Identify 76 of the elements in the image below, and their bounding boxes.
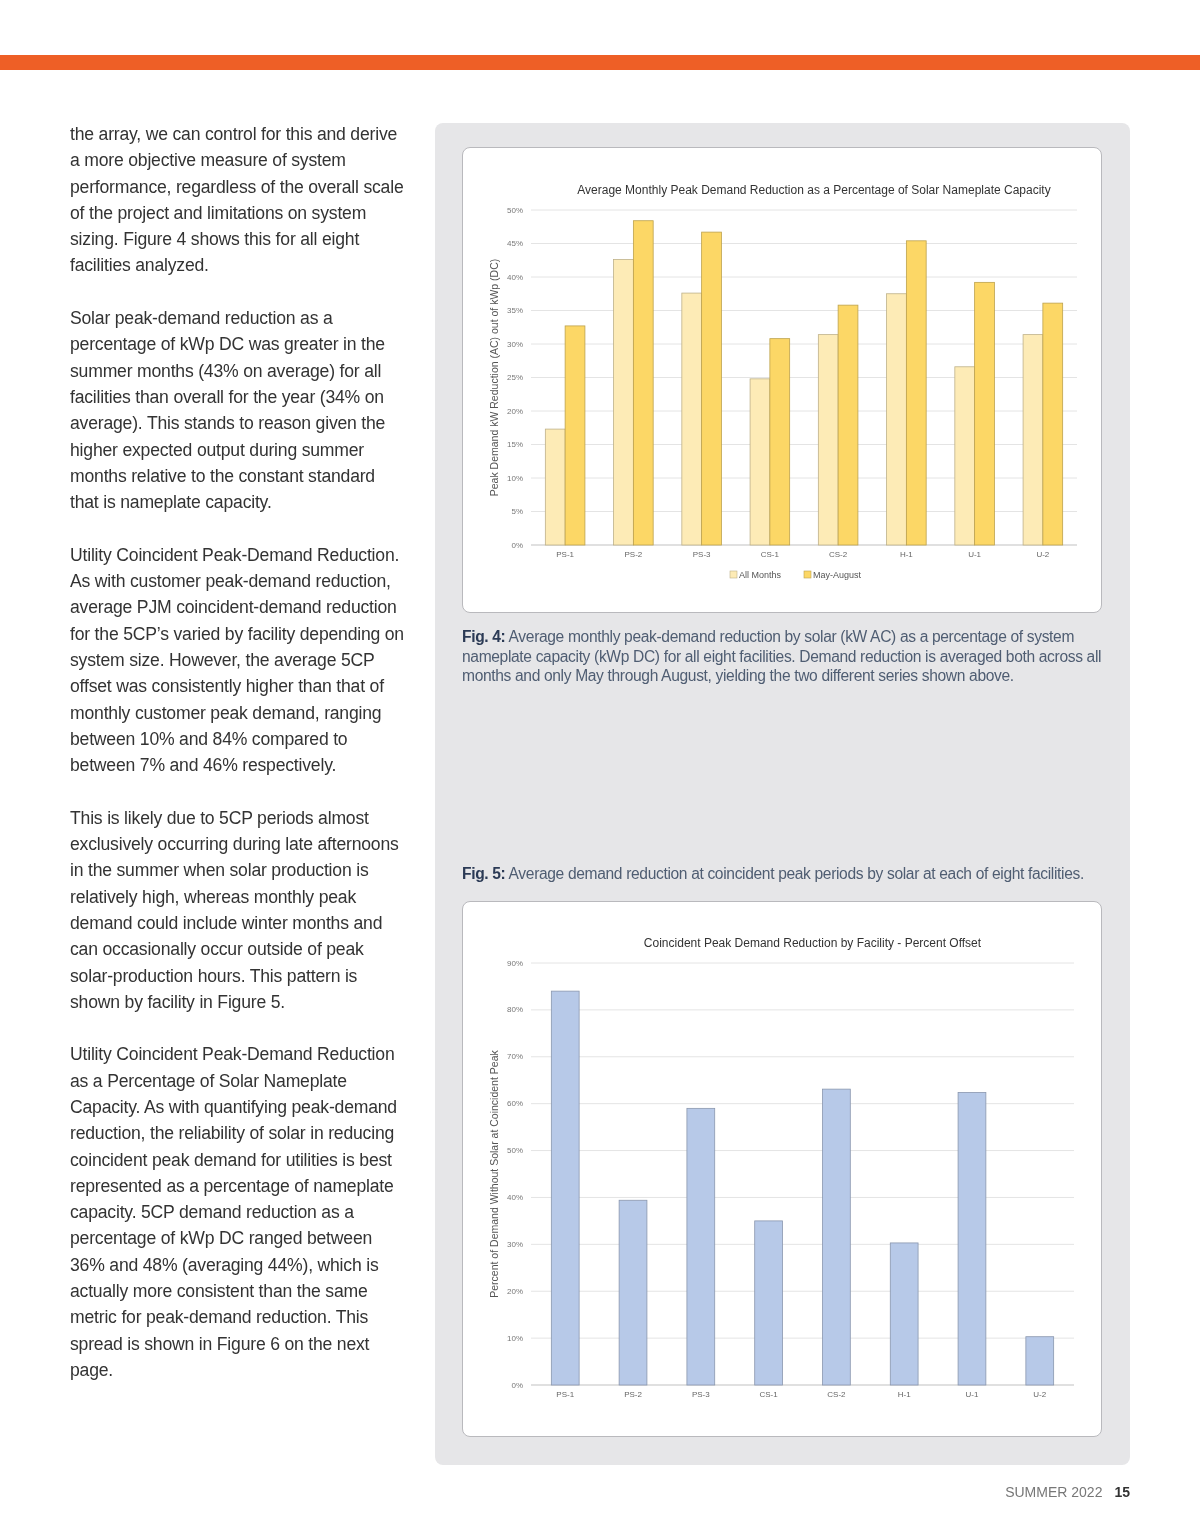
bar xyxy=(681,292,703,546)
x-tick-label: U-1 xyxy=(968,550,982,559)
y-tick-label: 50% xyxy=(506,1146,523,1156)
bar xyxy=(564,325,586,546)
y-tick-label: 25% xyxy=(506,373,523,383)
legend-label: May-August xyxy=(813,569,862,580)
bar xyxy=(817,334,839,546)
bar xyxy=(769,338,791,546)
y-tick-label: 20% xyxy=(506,1286,523,1296)
bar xyxy=(613,259,634,546)
y-tick-label: 70% xyxy=(506,1052,523,1062)
bar xyxy=(1025,1336,1055,1386)
chart-title: Coincident Peak Demand Reduction by Facility - Percent Offset xyxy=(643,936,982,950)
caption: Fig. 4: Average monthly peak-demand reduction by solar (kW AC) as a percentage of system nameplate capacity (kWp DC) for all eight facilities. Demand reduction is averaged both across all months and only May through August, yielding the two different series shown above. xyxy=(462,627,1103,686)
text: the array, we can control for this and derive a more objective measure of system performance, regardless of the overall scale of the project and limitations on system sizing. Figure 4 shows this for all eight facilities analyzed. xyxy=(70,123,405,278)
bar xyxy=(686,1107,716,1386)
y-tick-label: 90% xyxy=(506,958,523,968)
text: This is likely due to 5CP periods almost exclusively occurring during late afternoons in the summer when solar production is relatively high, whereas monthly peak demand could include winter months and can occasionally occur outside of peak solar-production hours. This pattern is shown by facility in Figure 5. xyxy=(70,806,400,1014)
y-tick-label: 40% xyxy=(506,272,523,282)
y-tick-label: 20% xyxy=(506,406,523,416)
x-tick-label: CS-1 xyxy=(759,1390,779,1399)
y-tick-label: 50% xyxy=(506,205,523,215)
bar xyxy=(957,1092,987,1386)
bar xyxy=(544,428,566,546)
x-tick-label: PS-2 xyxy=(624,1390,643,1399)
x-tick-label: PS-2 xyxy=(624,550,643,559)
bar xyxy=(837,304,859,546)
bar xyxy=(550,990,580,1386)
text: SUMMER 2022 xyxy=(1005,1484,1103,1500)
x-tick-label: PS-3 xyxy=(691,1390,711,1399)
y-tick-label: 0% xyxy=(511,540,523,550)
x-tick-label: H-1 xyxy=(899,550,914,559)
text: Utility Coincident Peak-Demand Reduction. As with customer peak-demand reduction, average PJM coincident-demand reduction for the 5CP’s varied by facility depending on system size. However, the average 5CP offset was consistently higher than that of monthly customer peak demand, ranging between 10% and 84% compared to between 7% and 46% respectively. xyxy=(70,544,404,776)
bar xyxy=(1022,334,1044,546)
y-tick-label: 40% xyxy=(506,1193,523,1202)
bar xyxy=(889,1242,919,1386)
bar xyxy=(754,1220,783,1386)
x-tick-label: H-1 xyxy=(897,1390,912,1399)
text: Solar peak-demand reduction as a percentage of kWp DC was greater in the summer months (43% on average) for all facilities than overall for the year (34% on average). This stands to reason given the higher expected output during summer months relative to the constant standard that is nameplate capacity. xyxy=(70,307,387,515)
text: Utility Coincident Peak-Demand Reduction as a Percentage of Solar Nameplate Capacity. As with quantifying peak-demand reduction, the reliability of solar in reducing coincident peak demand for utilities is best represented as a percentage of nameplate capacity. 5CP demand reduction as a percentage of kWp DC ranged between 36% and 48% (averaging 44%), which is actually more consistent than the same metric for peak-demand reduction. This spread is shown in Figure 6 on the next page. xyxy=(70,1044,397,1380)
bar xyxy=(886,293,907,546)
y-tick-label: 30% xyxy=(506,339,523,349)
y-tick-label: 80% xyxy=(506,1005,523,1015)
text: 15 xyxy=(1114,1484,1130,1500)
y-tick-label: 0% xyxy=(511,1380,523,1390)
legend-label: All Months xyxy=(739,569,782,580)
bar xyxy=(618,1199,648,1386)
bar xyxy=(632,220,654,546)
bar xyxy=(822,1088,851,1386)
x-tick-label: CS-2 xyxy=(827,1390,847,1399)
y-axis-title: Peak Demand kW Reduction (AC) out of kWp (DC) xyxy=(488,258,500,497)
y-tick-label: 10% xyxy=(506,1333,523,1343)
x-tick-label: CS-1 xyxy=(760,550,780,559)
caption: Fig. 5: Average demand reduction at coincident peak periods by solar at each of eight facilities. xyxy=(462,864,1085,884)
x-tick-label: CS-2 xyxy=(829,550,848,559)
chart-title: Average Monthly Peak Demand Reduction as a Percentage of Solar Nameplate Capacity xyxy=(577,183,1051,197)
y-tick-label: 60% xyxy=(506,1099,523,1109)
y-tick-label: 45% xyxy=(506,239,523,249)
bar xyxy=(905,240,927,546)
bar xyxy=(1042,302,1064,546)
x-tick-label: PS-1 xyxy=(556,1390,575,1399)
y-tick-label: 10% xyxy=(506,473,523,483)
bar xyxy=(749,378,771,546)
x-tick-label: U-2 xyxy=(1033,1390,1047,1399)
y-tick-label: 15% xyxy=(506,440,523,450)
y-tick-label: 5% xyxy=(511,507,523,517)
x-tick-label: PS-3 xyxy=(692,550,712,559)
x-tick-label: PS-1 xyxy=(556,550,575,559)
y-tick-label: 35% xyxy=(506,306,523,316)
bar xyxy=(974,281,995,546)
y-axis-title: Percent of Demand Without Solar at Coincident Peak xyxy=(488,1049,500,1298)
x-tick-label: U-2 xyxy=(1036,550,1050,559)
x-tick-label: U-1 xyxy=(965,1390,979,1399)
bar xyxy=(954,366,976,546)
y-tick-label: 30% xyxy=(506,1239,523,1249)
bar xyxy=(701,231,722,546)
